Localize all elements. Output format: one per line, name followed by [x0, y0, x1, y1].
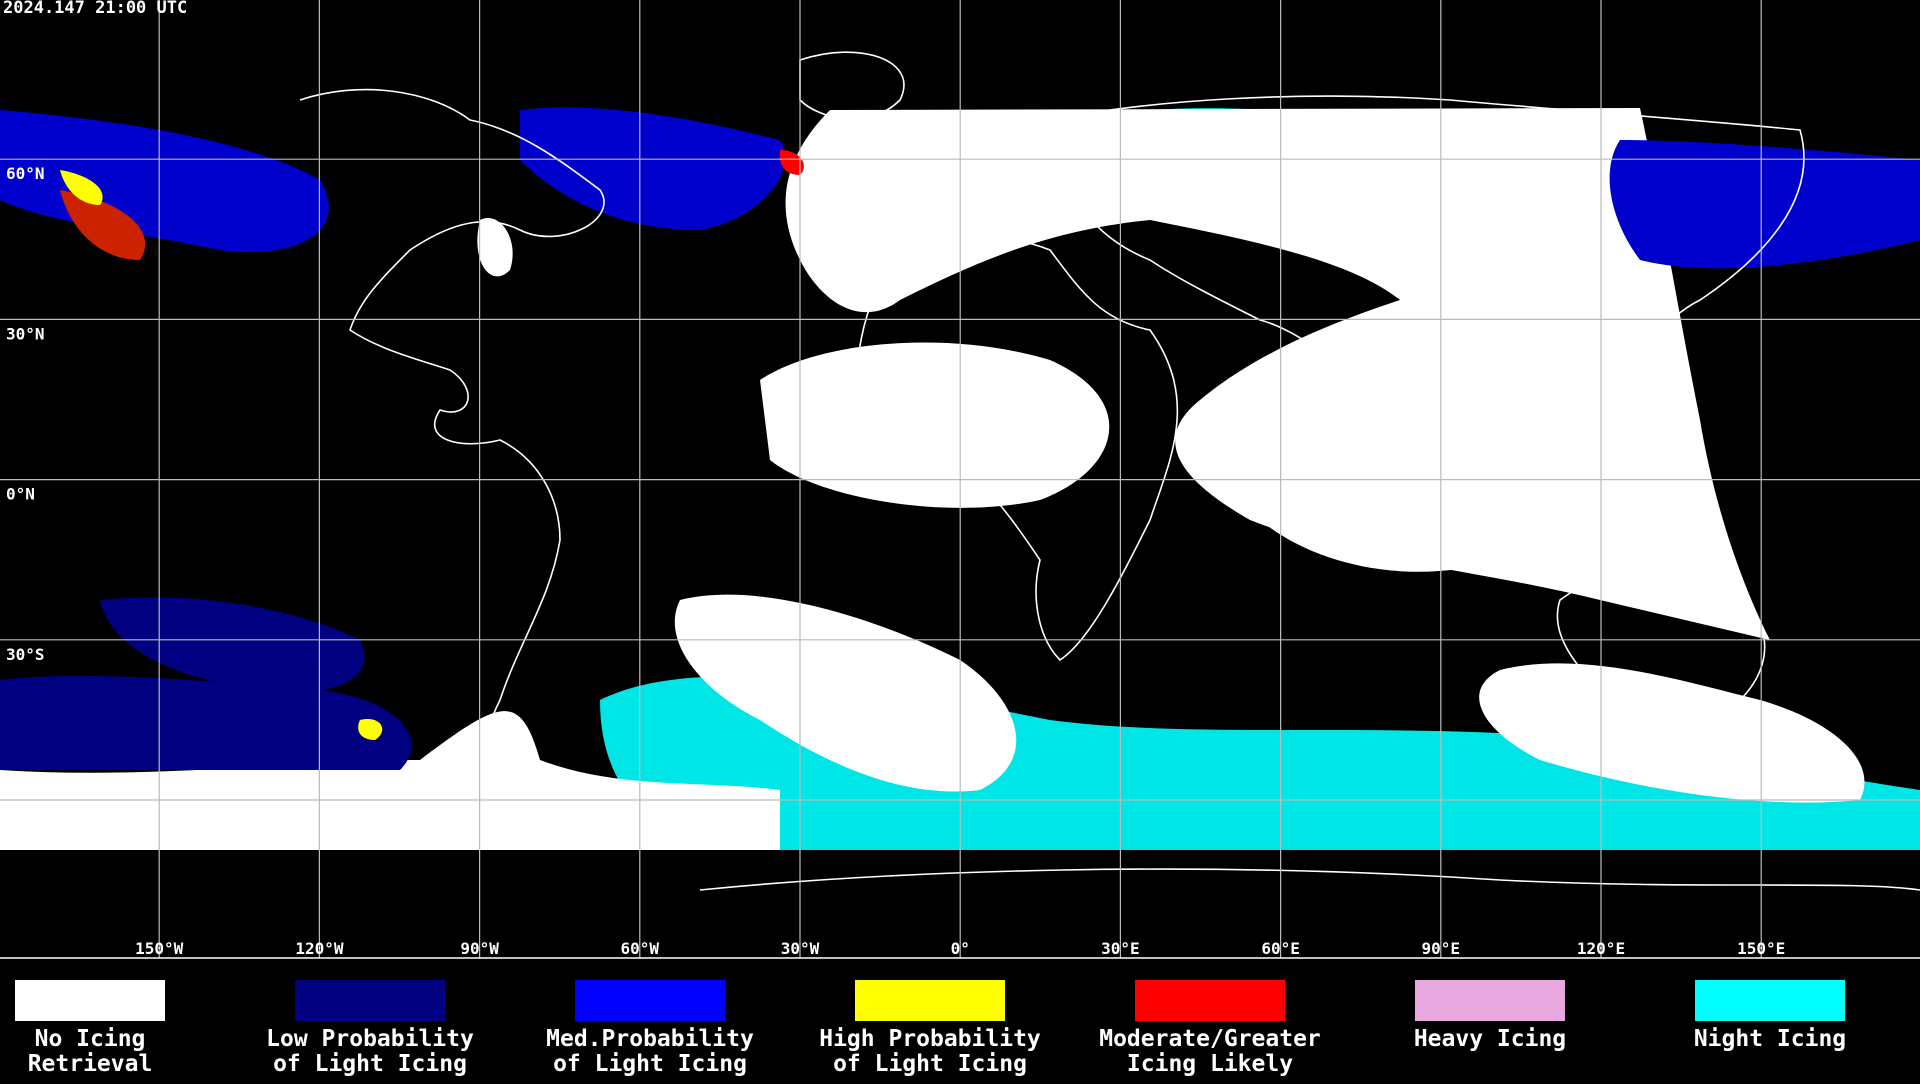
legend-label: High Probability [819, 1026, 1041, 1052]
lon-label: 30°W [781, 939, 820, 958]
lon-label: 90°W [460, 939, 499, 958]
lat-label: 30°S [6, 645, 45, 664]
legend-label: Icing Likely [1127, 1051, 1293, 1077]
lon-label: 150°E [1737, 939, 1785, 958]
legend-label: No Icing [35, 1026, 146, 1052]
legend-label: of Light Icing [553, 1051, 747, 1077]
cloud-field [0, 107, 1920, 850]
lat-label: 0°N [6, 485, 35, 504]
legend-swatch [15, 980, 165, 1021]
legend-label: Med.Probability [546, 1026, 754, 1052]
timestamp: 2024.147 21:00 UTC [3, 0, 187, 18]
lon-label: 0° [951, 939, 970, 958]
lon-label: 150°W [135, 939, 184, 958]
legend-swatch [1135, 980, 1285, 1021]
lon-label: 30°E [1101, 939, 1140, 958]
coastlines [299, 51, 1920, 891]
lon-label: 120°W [295, 939, 344, 958]
legend-label: Moderate/Greater [1099, 1026, 1321, 1052]
lon-label: 60°W [621, 939, 660, 958]
legend-swatch [855, 980, 1005, 1021]
legend-swatch [575, 980, 725, 1021]
lat-label: 30°N [6, 324, 45, 343]
legend-label: Low Probability [266, 1026, 474, 1052]
lon-label: 60°E [1261, 939, 1300, 958]
legend-swatch [1415, 980, 1565, 1021]
legend-label: of Light Icing [833, 1051, 1027, 1077]
legend-label: of Light Icing [273, 1051, 467, 1077]
lon-label: 120°E [1577, 939, 1625, 958]
lat-label: 60°N [6, 164, 45, 183]
graticule: 60°N 30°N 0°N 30°S 150°W 120°W 90°W 60°W 30°W 0° 3… [0, 0, 1920, 959]
legend-swatch [295, 980, 445, 1021]
legend-label: Night Icing [1694, 1026, 1846, 1052]
lon-label: 90°E [1422, 939, 1461, 958]
legend-label: Heavy Icing [1414, 1026, 1566, 1052]
legend-label: Retrieval [28, 1051, 153, 1077]
legend-swatch [1695, 980, 1845, 1021]
